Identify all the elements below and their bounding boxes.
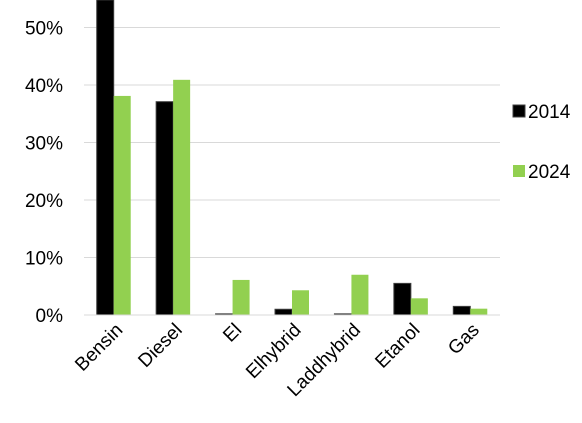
- y-tick-label: 10%: [25, 249, 63, 270]
- legend-label-2024: 2024: [528, 162, 571, 183]
- bar-2014-diesel: [155, 101, 174, 316]
- x-tick-label: El: [219, 320, 246, 347]
- bar-2014-gas: [452, 305, 471, 316]
- legend-swatch-2014: [512, 104, 526, 118]
- y-tick-label: 20%: [25, 191, 63, 212]
- y-axis-tick-labels: 0% 10% 20% 30% 40% 50%: [25, 19, 63, 328]
- bars: [96, 0, 488, 316]
- bar-2014-bensin: [96, 0, 115, 316]
- y-tick-label: 50%: [25, 19, 63, 40]
- legend: 2014 2024: [512, 102, 571, 183]
- bar-2024-laddhybrid: [351, 274, 369, 315]
- bar-2024-elhybrid: [292, 290, 309, 315]
- bar-2014-etanol: [393, 282, 412, 316]
- bar-2024-etanol: [410, 298, 428, 315]
- y-tick-label: 40%: [25, 76, 63, 97]
- x-tick-label: Etanol: [371, 320, 424, 373]
- x-tick-label: Gas: [444, 320, 483, 359]
- bar-2014-elhybrid: [274, 308, 293, 316]
- x-tick-label: Diesel: [134, 320, 186, 372]
- legend-label-2014: 2014: [528, 102, 571, 123]
- legend-swatch-2024: [513, 165, 525, 177]
- bar-2024-diesel: [173, 79, 191, 315]
- y-tick-label: 0%: [36, 306, 64, 327]
- bar-2024-bensin: [113, 95, 131, 315]
- gridlines: [84, 27, 500, 258]
- x-tick-label: Bensin: [71, 320, 127, 376]
- bar-2024-el: [232, 279, 250, 315]
- y-tick-label: 30%: [25, 134, 63, 155]
- bar-2024-gas: [470, 308, 488, 315]
